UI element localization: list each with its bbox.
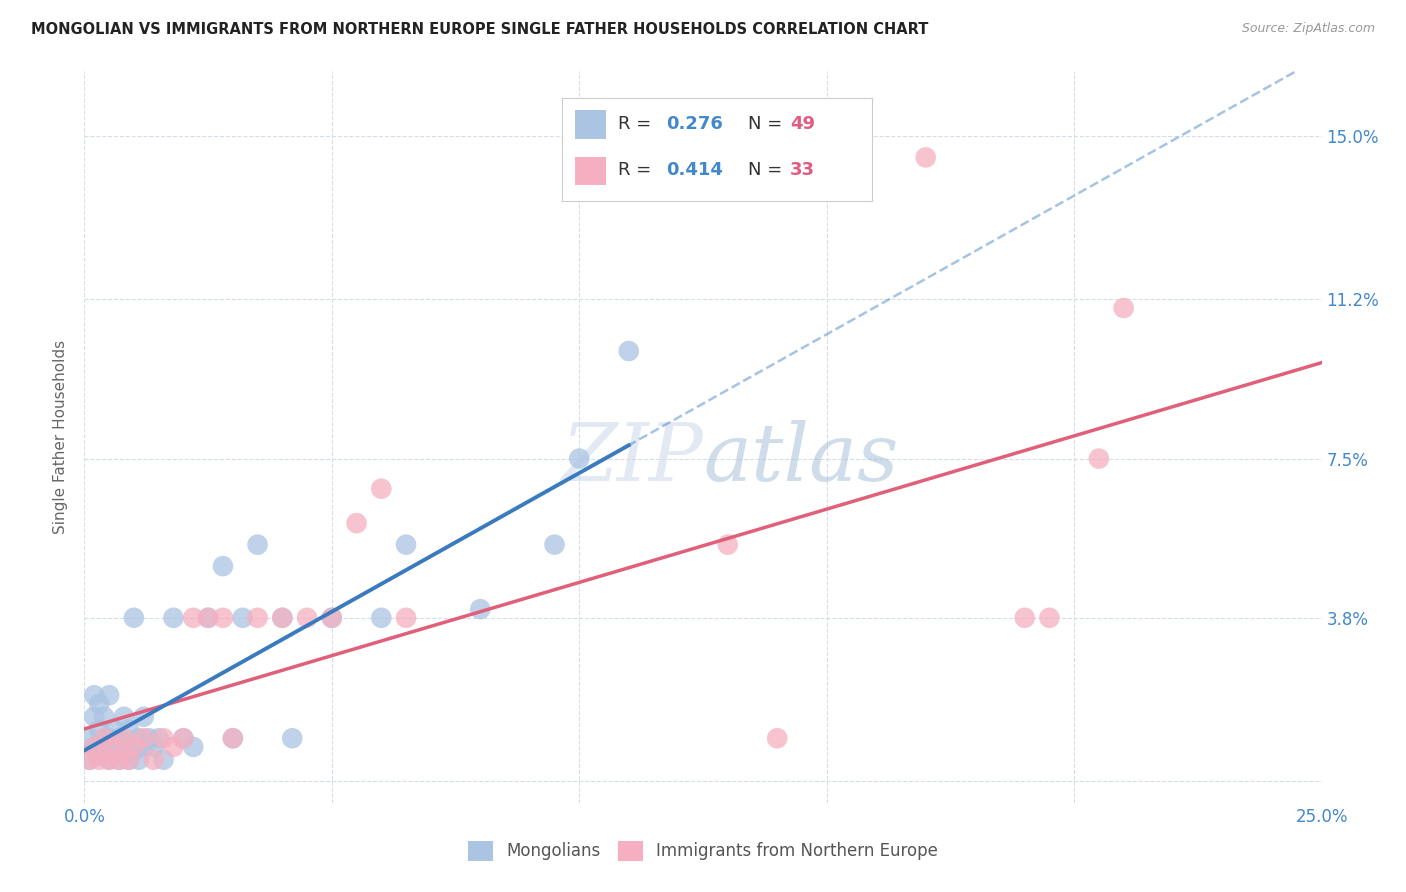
Point — [118, 753, 141, 767]
Y-axis label: Single Father Households: Single Father Households — [53, 340, 69, 534]
Point — [181, 739, 204, 754]
Point — [1088, 451, 1111, 466]
Point — [93, 731, 115, 746]
Text: 33: 33 — [790, 161, 814, 179]
Point — [128, 753, 150, 767]
Point — [142, 739, 165, 754]
Point — [232, 611, 254, 625]
Point — [103, 723, 125, 737]
Point — [112, 710, 135, 724]
Point — [162, 611, 184, 625]
Point — [83, 710, 105, 724]
Point — [132, 731, 155, 746]
Point — [83, 739, 105, 754]
Point — [395, 611, 418, 625]
Point — [89, 723, 111, 737]
Point — [1014, 611, 1036, 625]
Point — [79, 753, 101, 767]
Legend: Mongolians, Immigrants from Northern Europe: Mongolians, Immigrants from Northern Eur… — [461, 834, 945, 868]
Point — [83, 739, 105, 754]
Point — [89, 697, 111, 711]
Point — [295, 611, 318, 625]
Point — [197, 611, 219, 625]
Point — [370, 611, 392, 625]
Point — [321, 611, 343, 625]
Point — [118, 753, 141, 767]
Point — [89, 748, 111, 763]
FancyBboxPatch shape — [575, 111, 606, 139]
Point — [246, 538, 269, 552]
Point — [128, 731, 150, 746]
Point — [181, 611, 204, 625]
FancyBboxPatch shape — [575, 157, 606, 186]
Point — [172, 731, 194, 746]
Text: 0.276: 0.276 — [666, 115, 723, 133]
Point — [370, 482, 392, 496]
Point — [112, 731, 135, 746]
Point — [717, 538, 740, 552]
Point — [568, 451, 591, 466]
Point — [98, 731, 121, 746]
Point — [543, 538, 565, 552]
Point — [122, 739, 145, 754]
Point — [98, 753, 121, 767]
Point — [212, 559, 235, 574]
Point — [79, 731, 101, 746]
Point — [98, 688, 121, 702]
Point — [321, 611, 343, 625]
Text: atlas: atlas — [703, 420, 898, 498]
Text: R =: R = — [619, 161, 657, 179]
Point — [470, 602, 492, 616]
Point — [122, 611, 145, 625]
Point — [766, 731, 789, 746]
Point — [222, 731, 245, 746]
Text: N =: N = — [748, 161, 787, 179]
Point — [148, 731, 170, 746]
Point — [103, 739, 125, 754]
Point — [122, 744, 145, 758]
Text: MONGOLIAN VS IMMIGRANTS FROM NORTHERN EUROPE SINGLE FATHER HOUSEHOLDS CORRELATIO: MONGOLIAN VS IMMIGRANTS FROM NORTHERN EU… — [31, 22, 928, 37]
Text: 49: 49 — [790, 115, 814, 133]
Point — [1112, 301, 1135, 315]
Text: N =: N = — [748, 115, 787, 133]
Point — [108, 753, 131, 767]
Point — [395, 538, 418, 552]
Point — [112, 739, 135, 754]
Point — [103, 739, 125, 754]
Point — [93, 744, 115, 758]
Point — [152, 731, 174, 746]
Point — [246, 611, 269, 625]
Point — [138, 731, 160, 746]
Point — [271, 611, 294, 625]
Text: 0.414: 0.414 — [666, 161, 723, 179]
Point — [1038, 611, 1060, 625]
Point — [152, 753, 174, 767]
Point — [93, 710, 115, 724]
Point — [132, 710, 155, 724]
Point — [108, 753, 131, 767]
Point — [79, 753, 101, 767]
Point — [93, 731, 115, 746]
Point — [346, 516, 368, 530]
Text: ZIP: ZIP — [561, 420, 703, 498]
Point — [197, 611, 219, 625]
Point — [142, 753, 165, 767]
Point — [89, 753, 111, 767]
Point — [271, 611, 294, 625]
Point — [83, 688, 105, 702]
Text: R =: R = — [619, 115, 657, 133]
Point — [162, 739, 184, 754]
Point — [617, 344, 640, 359]
Text: Source: ZipAtlas.com: Source: ZipAtlas.com — [1241, 22, 1375, 36]
Point — [914, 150, 936, 164]
Point — [222, 731, 245, 746]
Point — [172, 731, 194, 746]
Point — [132, 739, 155, 754]
Point — [281, 731, 304, 746]
Point — [118, 723, 141, 737]
Point — [98, 753, 121, 767]
Point — [108, 731, 131, 746]
Point — [212, 611, 235, 625]
